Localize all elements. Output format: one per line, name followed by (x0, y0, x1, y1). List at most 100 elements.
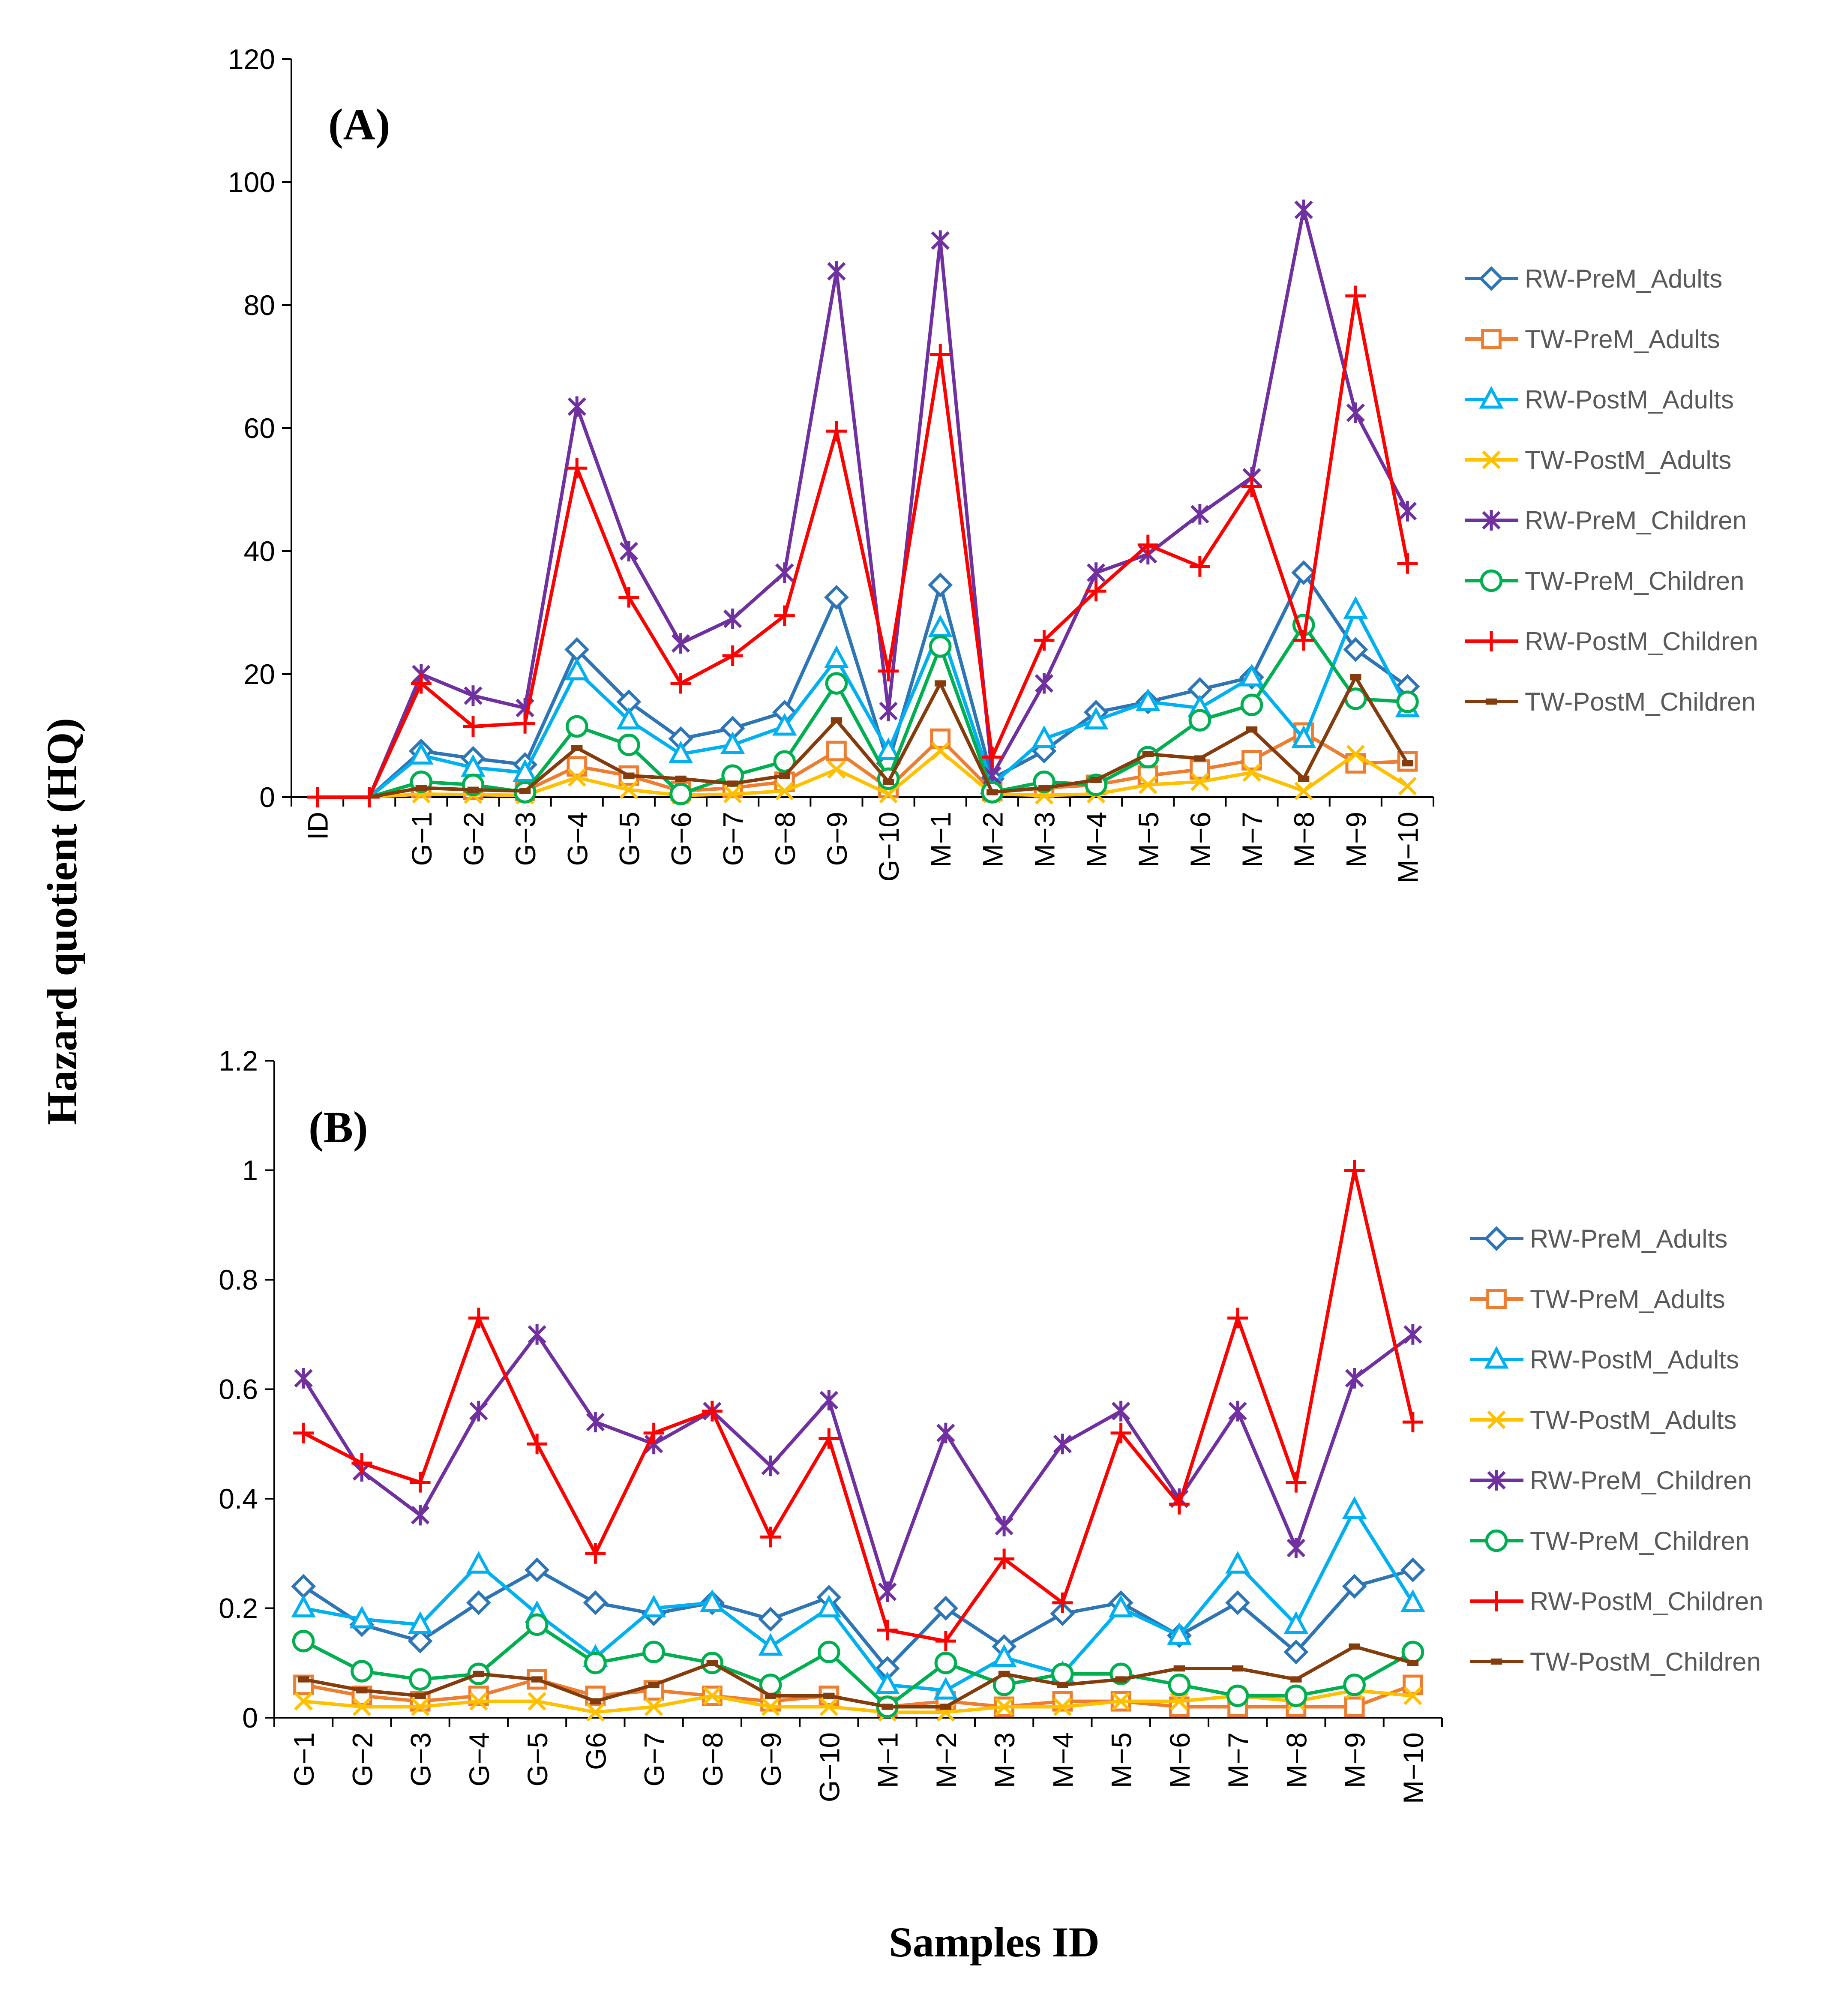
data-point (772, 713, 797, 736)
data-point (824, 585, 849, 610)
legend-entry: TW-PostM_Children (1465, 687, 1756, 716)
data-point (1246, 726, 1258, 733)
y-tick-label: 40 (244, 535, 275, 567)
data-point (411, 673, 432, 694)
data-point (531, 1676, 543, 1683)
data-point (930, 344, 951, 365)
data-point (1188, 709, 1211, 732)
data-point (878, 1581, 897, 1602)
data-point (765, 1692, 777, 1699)
legend-entry: TW-PostM_Adults (1465, 446, 1731, 474)
data-point (294, 1692, 313, 1711)
data-point (775, 562, 794, 583)
data-point (877, 1620, 898, 1641)
data-point (1111, 1401, 1130, 1422)
data-point (826, 741, 847, 762)
x-tick-label: M−7 (1236, 812, 1268, 867)
legend-label: TW-PostM_Adults (1530, 1406, 1736, 1434)
x-axis-title: Samples ID (889, 1918, 1100, 1966)
series-line (303, 1644, 1413, 1709)
data-point (1298, 775, 1310, 782)
legend-entry: RW-PreM_Children (1465, 506, 1747, 535)
data-point (1057, 1682, 1068, 1688)
x-tick-label: G−8 (769, 812, 801, 866)
x-tick-label: M−6 (1184, 812, 1216, 867)
data-point (1137, 534, 1158, 555)
data-point (935, 680, 946, 687)
data-point (618, 733, 640, 756)
data-point (931, 741, 950, 761)
x-tick-label: M−5 (1133, 812, 1164, 867)
data-point (1290, 1676, 1302, 1683)
x-tick-label: M−3 (1028, 812, 1060, 867)
x-tick-label: M−4 (1081, 812, 1112, 867)
data-point (1034, 673, 1054, 694)
data-point (1398, 777, 1417, 795)
chart-panel-b: 0 0.2 0.4 0.6 0.8 1 1.2 G−1 G−2 G−3 G−4 G−5 G6 G−7 G−8… (219, 1045, 1763, 1804)
data-point (1350, 674, 1361, 681)
data-point (619, 780, 639, 799)
legend-marker (1485, 698, 1497, 705)
data-point (294, 1368, 313, 1389)
data-point (585, 1543, 606, 1564)
data-point (706, 1660, 718, 1666)
y-tick-label: 0.4 (219, 1483, 258, 1515)
data-point (1241, 750, 1262, 771)
data-point (648, 1682, 660, 1688)
x-tick-label: G−4 (463, 1732, 495, 1787)
data-point (827, 760, 846, 779)
legend-marker (1481, 329, 1502, 349)
data-point (1189, 556, 1210, 577)
data-point (1401, 1641, 1424, 1663)
data-point (761, 1455, 780, 1476)
data-point (882, 778, 894, 785)
data-point (1136, 688, 1160, 711)
x-tick-label: G−10 (813, 1732, 845, 1802)
data-point (1400, 1589, 1425, 1612)
data-point (525, 1613, 549, 1636)
data-point (567, 768, 586, 787)
data-point (351, 1452, 372, 1473)
x-tick-label: M−1 (872, 1732, 904, 1788)
data-point (773, 750, 796, 773)
series-TW-PostM_Children (297, 1643, 1419, 1710)
data-point (774, 605, 795, 626)
legend-entry: TW-PostM_Children (1470, 1647, 1761, 1676)
series-TW-PostM_Children (369, 674, 1413, 799)
data-point (525, 1557, 550, 1583)
data-point (1293, 630, 1314, 651)
data-point (670, 673, 691, 694)
y-tick-label: 60 (244, 412, 275, 444)
data-point (1173, 1665, 1185, 1672)
data-point (567, 458, 588, 479)
data-point (1400, 1557, 1425, 1583)
data-point (1343, 1674, 1366, 1696)
legend: RW-PreM_Adults TW-PreM_Adults RW-PostM_Adu… (1465, 264, 1758, 716)
legend-marker (1484, 1226, 1509, 1251)
data-point (1241, 476, 1262, 497)
series-line (317, 294, 1409, 799)
data-point (879, 701, 898, 722)
data-point (702, 1401, 723, 1422)
x-tick-label: G−10 (873, 812, 905, 882)
data-point (986, 789, 998, 795)
legend-marker (1484, 1346, 1509, 1369)
data-point (1398, 501, 1417, 522)
data-point (775, 781, 794, 801)
data-point (1051, 1662, 1074, 1686)
data-point (1168, 1674, 1191, 1696)
data-point (1285, 1684, 1307, 1707)
data-point (1286, 1537, 1306, 1558)
data-point (616, 707, 642, 730)
panel-label: (A) (328, 100, 390, 149)
legend-label: TW-PreM_Adults (1530, 1285, 1725, 1314)
data-point (1402, 760, 1413, 767)
data-point (758, 1607, 783, 1632)
data-point (668, 741, 693, 764)
data-point (779, 772, 790, 779)
data-point (291, 1595, 316, 1617)
data-point (720, 731, 745, 754)
data-point (1396, 690, 1419, 713)
x-tick-label: G−8 (697, 1732, 729, 1787)
data-point (586, 1703, 605, 1722)
